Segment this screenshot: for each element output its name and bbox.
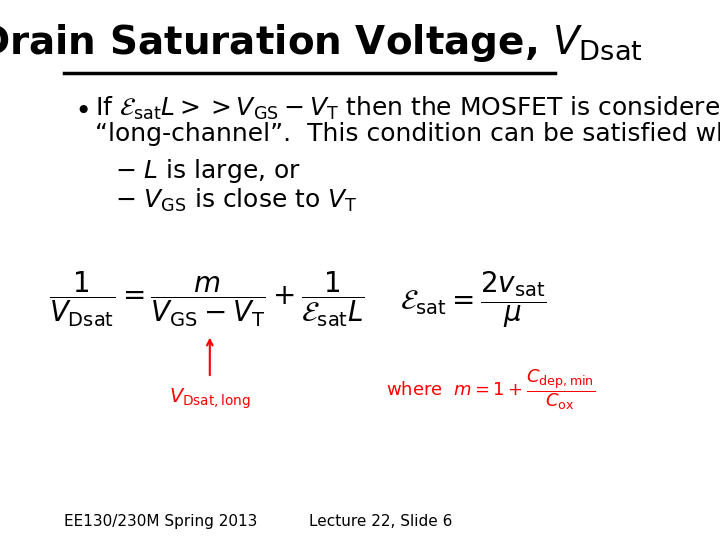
Text: Drain Saturation Voltage, $V_{\mathrm{Dsat}}$: Drain Saturation Voltage, $V_{\mathrm{Ds… [0, 22, 642, 64]
Text: “long-channel”.  This condition can be satisfied when: “long-channel”. This condition can be sa… [95, 122, 720, 145]
Text: $\dfrac{1}{V_{\mathrm{Dsat}}} = \dfrac{m}{V_{\mathrm{GS}}-V_{\mathrm{T}}} + \dfr: $\dfrac{1}{V_{\mathrm{Dsat}}} = \dfrac{m… [50, 270, 365, 329]
Text: Lecture 22, Slide 6: Lecture 22, Slide 6 [310, 514, 453, 529]
Text: EE130/230M Spring 2013: EE130/230M Spring 2013 [64, 514, 258, 529]
Text: $\mathcal{E}_{\mathrm{sat}} = \dfrac{2v_{\mathrm{sat}}}{\mu}$: $\mathcal{E}_{\mathrm{sat}} = \dfrac{2v_… [400, 269, 546, 330]
Text: If $\mathcal{E}_{\mathrm{sat}}L >> V_{\mathrm{GS}}-V_{\mathrm{T}}$ then the MOSF: If $\mathcal{E}_{\mathrm{sat}}L >> V_{\m… [95, 94, 720, 122]
Text: $\bullet$: $\bullet$ [74, 94, 89, 123]
Text: $-$ $L$ is large, or: $-$ $L$ is large, or [115, 157, 301, 185]
Text: $-$ $V_{\mathrm{GS}}$ is close to $V_{\mathrm{T}}$: $-$ $V_{\mathrm{GS}}$ is close to $V_{\m… [115, 186, 358, 213]
Text: where  $m = 1 + \dfrac{C_{\mathrm{dep,min}}}{C_{\mathrm{ox}}}$: where $m = 1 + \dfrac{C_{\mathrm{dep,min… [386, 367, 595, 411]
Text: $V_{\mathrm{Dsat,long}}$: $V_{\mathrm{Dsat,long}}$ [169, 386, 251, 410]
